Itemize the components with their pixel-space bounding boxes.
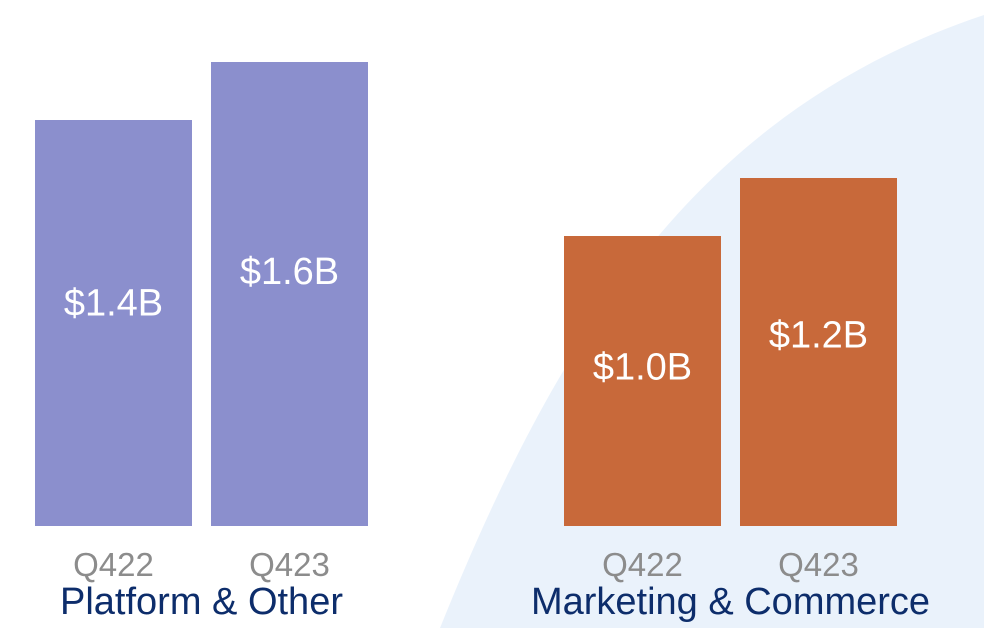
group-title: Platform & Other [60, 581, 343, 623]
x-tick-label: Q423 [249, 546, 330, 583]
bar-q423 [211, 62, 368, 526]
x-tick-label: Q422 [73, 546, 154, 583]
group-title: Marketing & Commerce [531, 581, 930, 623]
x-tick-label: Q423 [778, 546, 859, 583]
bar-value-label: $1.4B [64, 283, 163, 325]
bar-q422 [35, 120, 192, 526]
bar-q423 [740, 178, 897, 526]
bar-value-label: $1.6B [240, 251, 339, 293]
bar-value-label: $1.2B [769, 315, 868, 357]
bar-q422 [564, 236, 721, 526]
bar-value-label: $1.0B [593, 347, 692, 389]
x-tick-label: Q422 [602, 546, 683, 583]
